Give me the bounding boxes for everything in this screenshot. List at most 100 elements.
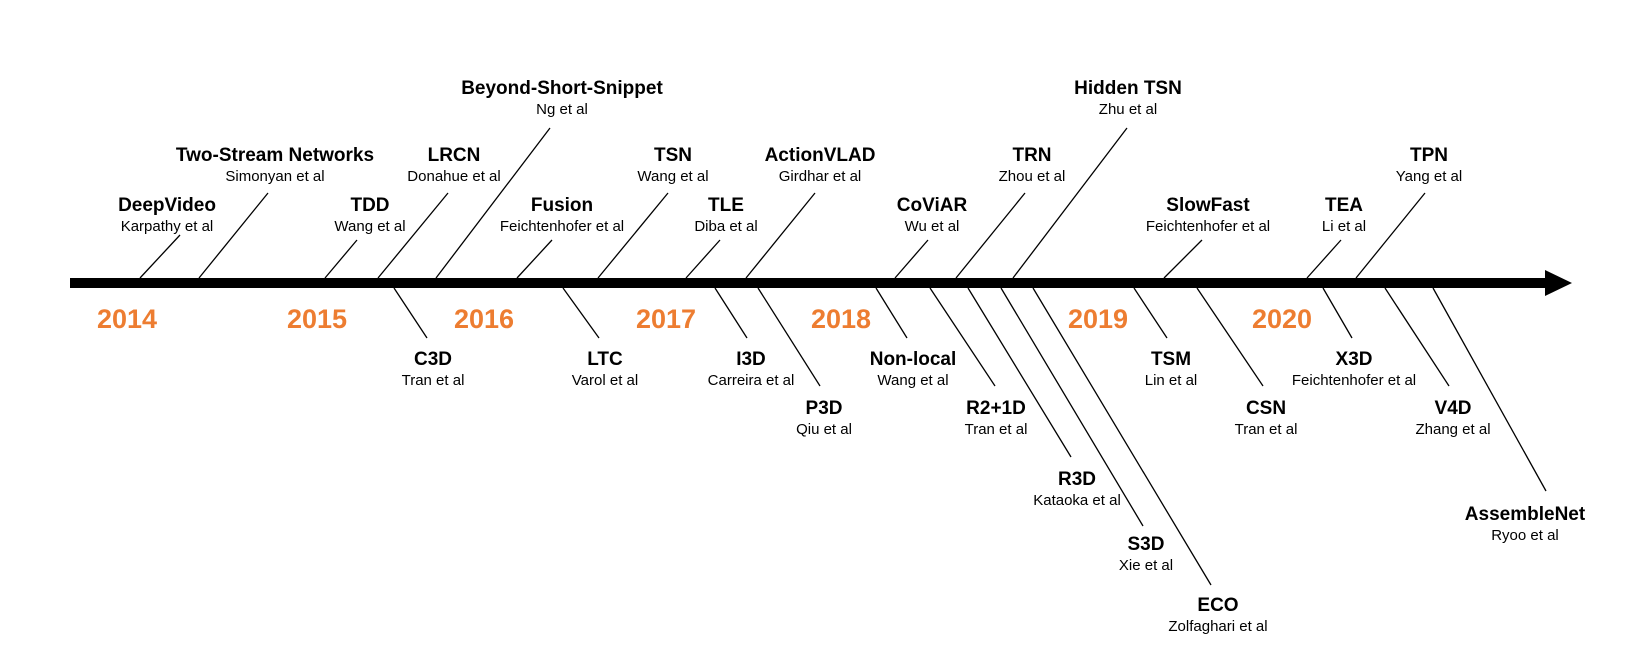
method-author: Tran et al bbox=[1234, 420, 1298, 438]
method-name: CSN bbox=[1245, 398, 1287, 419]
method-tpn: TPN Yang et al bbox=[1396, 145, 1462, 186]
method-name: Fusion bbox=[530, 195, 594, 216]
method-non-local: Non-local Wang et al bbox=[870, 349, 957, 390]
method-csn: CSN Tran et al bbox=[1235, 398, 1298, 439]
method-name: SlowFast bbox=[1166, 195, 1250, 216]
method-author: Wu et al bbox=[904, 217, 960, 235]
method-name: Two-Stream Networks bbox=[175, 145, 375, 166]
method-name: DeepVideo bbox=[118, 195, 216, 216]
connector-tsn bbox=[597, 192, 669, 279]
year-2016: 2016 bbox=[453, 304, 515, 334]
method-author: Kataoka et al bbox=[1033, 491, 1121, 509]
method-name: LRCN bbox=[427, 145, 481, 166]
year-2017: 2017 bbox=[635, 304, 697, 334]
method-author: Zhang et al bbox=[1415, 420, 1491, 438]
method-name: R2+1D bbox=[966, 398, 1026, 419]
connector-trn bbox=[955, 192, 1026, 279]
method-author: Karpathy et al bbox=[120, 217, 214, 235]
method-lrcn: LRCN Donahue et al bbox=[407, 145, 500, 186]
connector-x3d bbox=[1322, 287, 1353, 339]
method-author: Tran et al bbox=[401, 371, 465, 389]
method-author: Donahue et al bbox=[407, 167, 501, 185]
method-actionvlad: ActionVLAD Girdhar et al bbox=[765, 145, 876, 186]
method-name: V4D bbox=[1434, 398, 1472, 419]
method-author: Qiu et al bbox=[796, 420, 852, 438]
method-author: Wang et al bbox=[877, 371, 949, 389]
connector-tle bbox=[685, 239, 721, 279]
method-author: Ng et al bbox=[536, 100, 588, 118]
method-name: R3D bbox=[1057, 469, 1096, 490]
connector-assemblenet bbox=[1432, 287, 1547, 492]
method-i3d: I3D Carreira et al bbox=[708, 349, 795, 390]
method-name: P3D bbox=[805, 398, 843, 419]
method-author: Girdhar et al bbox=[778, 167, 862, 185]
method-tle: TLE Diba et al bbox=[694, 195, 757, 236]
connector-coviar bbox=[894, 239, 929, 279]
method-author: Wang et al bbox=[334, 217, 406, 235]
connector-s3d bbox=[1000, 287, 1144, 527]
method-author: Feichtenhofer et al bbox=[1145, 217, 1271, 235]
connector-fusion bbox=[516, 239, 553, 279]
method-ltc: LTC Varol et al bbox=[572, 349, 638, 390]
method-tdd: TDD Wang et al bbox=[334, 195, 405, 236]
method-author: Xie et al bbox=[1118, 556, 1174, 574]
year-2014: 2014 bbox=[96, 304, 158, 334]
method-tsm: TSM Lin et al bbox=[1145, 349, 1198, 390]
method-author: Li et al bbox=[1321, 217, 1367, 235]
connector-v4d bbox=[1384, 287, 1450, 387]
method-name: TRN bbox=[1012, 145, 1052, 166]
connector-lines bbox=[139, 127, 1547, 586]
year-2020: 2020 bbox=[1251, 304, 1313, 334]
connector-i3d bbox=[714, 287, 748, 339]
method-eco: ECO Zolfaghari et al bbox=[1168, 595, 1267, 636]
connector-deepvideo bbox=[139, 234, 181, 279]
method-name: Non-local bbox=[869, 349, 957, 370]
method-hidden-tsn: Hidden TSN Zhu et al bbox=[1074, 78, 1182, 119]
method-author: Zhu et al bbox=[1098, 100, 1158, 118]
year-2019: 2019 bbox=[1067, 304, 1129, 334]
method-tea: TEA Li et al bbox=[1322, 195, 1366, 236]
connector-lrcn bbox=[377, 192, 449, 279]
method-coviar: CoViAR Wu et al bbox=[897, 195, 967, 236]
method-name: Beyond-Short-Snippet bbox=[461, 78, 663, 99]
method-author: Varol et al bbox=[571, 371, 639, 389]
method-author: Lin et al bbox=[1144, 371, 1198, 389]
method-x3d: X3D Feichtenhofer et al bbox=[1292, 349, 1416, 390]
method-name: LTC bbox=[587, 349, 623, 370]
method-name: TSM bbox=[1150, 349, 1192, 370]
method-p3d: P3D Qiu et al bbox=[796, 398, 852, 439]
year-2015: 2015 bbox=[286, 304, 348, 334]
method-name: ECO bbox=[1197, 595, 1239, 616]
method-name: CoViAR bbox=[896, 195, 968, 216]
connector-eco bbox=[1032, 287, 1212, 586]
connector-beyond-short-snippet bbox=[435, 127, 551, 279]
method-author: Feichtenhofer et al bbox=[1291, 371, 1417, 389]
method-name: TLE bbox=[708, 195, 744, 216]
method-tsn: TSN Wang et al bbox=[637, 145, 708, 186]
method-deepvideo: DeepVideo Karpathy et al bbox=[118, 195, 216, 236]
connector-two-stream-networks bbox=[198, 192, 269, 279]
connector-r3d bbox=[967, 287, 1072, 458]
connector-tea bbox=[1306, 239, 1342, 279]
method-r3d: R3D Kataoka et al bbox=[1033, 469, 1121, 510]
method-author: Tran et al bbox=[964, 420, 1028, 438]
method-name: S3D bbox=[1127, 534, 1165, 555]
method-name: TPN bbox=[1409, 145, 1448, 166]
method-name: I3D bbox=[736, 349, 766, 370]
connector-tsm bbox=[1133, 287, 1168, 339]
connector-r2plus1d bbox=[929, 287, 996, 387]
method-author: Carreira et al bbox=[707, 371, 795, 389]
method-name: TEA bbox=[1324, 195, 1363, 216]
method-assemblenet: AssembleNet Ryoo et al bbox=[1465, 504, 1585, 545]
method-name: Hidden TSN bbox=[1074, 78, 1182, 99]
method-author: Ryoo et al bbox=[1491, 526, 1559, 544]
connector-p3d bbox=[757, 287, 821, 387]
method-fusion: Fusion Feichtenhofer et al bbox=[500, 195, 624, 236]
timeline-arrowhead bbox=[1545, 270, 1572, 296]
connector-slowfast bbox=[1163, 239, 1203, 279]
method-name: AssembleNet bbox=[1464, 504, 1586, 525]
method-name: ActionVLAD bbox=[764, 145, 876, 166]
connector-hidden-tsn bbox=[1012, 127, 1128, 279]
